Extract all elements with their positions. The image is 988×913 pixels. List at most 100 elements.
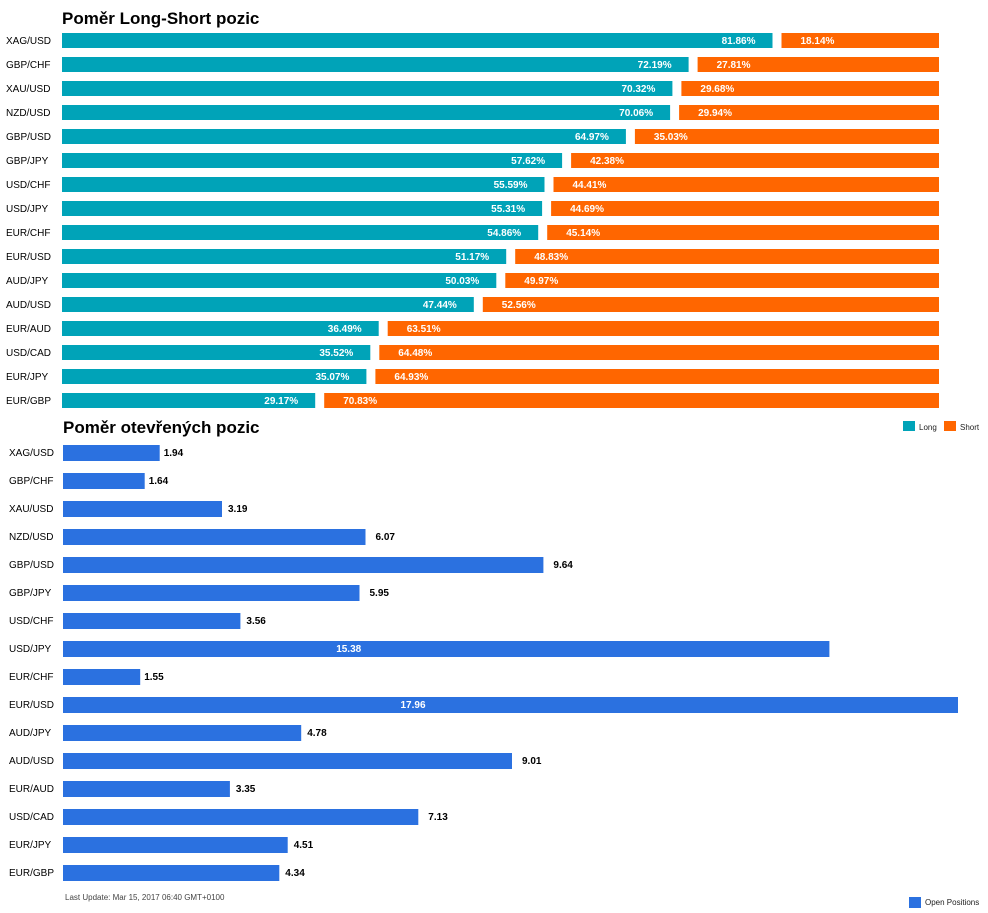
short-value-label: 42.38% xyxy=(590,156,624,167)
long-bar xyxy=(62,153,563,168)
long-bar xyxy=(62,177,545,192)
legend-long-label: Long xyxy=(919,423,937,432)
long-bar xyxy=(62,33,773,48)
category-label: EUR/GBP xyxy=(6,396,51,407)
short-value-label: 49.97% xyxy=(524,276,558,287)
open-positions-chart: XAG/USD 1.94 GBP/CHF 1.64 XAU/USD 3.19 NZD/USD… xyxy=(9,445,958,881)
last-update-text: Last Update: Mar 15, 2017 06:40 GMT+0100 xyxy=(65,893,225,902)
short-bar xyxy=(505,273,939,288)
long-bar xyxy=(62,201,543,216)
category-label: EUR/USD xyxy=(6,252,51,263)
short-bar xyxy=(571,153,939,168)
open-positions-value-label: 3.35 xyxy=(236,784,256,795)
short-value-label: 70.83% xyxy=(343,396,377,407)
open-positions-value-label: 17.96 xyxy=(401,700,426,711)
open-positions-bar xyxy=(63,753,512,769)
short-bar xyxy=(697,57,939,72)
short-bar xyxy=(547,225,939,240)
category-label: AUD/USD xyxy=(6,300,51,311)
short-value-label: 45.14% xyxy=(566,228,600,239)
long-short-chart: XAG/USD 81.86% 18.14% GBP/CHF 72.19% 27.81% XA… xyxy=(6,33,939,408)
open-positions-value-label: 4.78 xyxy=(307,728,327,739)
open-positions-value-label: 5.95 xyxy=(370,588,390,599)
short-value-label: 52.56% xyxy=(502,300,536,311)
open-positions-value-label: 3.56 xyxy=(246,616,266,627)
long-value-label: 29.17% xyxy=(264,396,298,407)
long-bar xyxy=(62,297,474,312)
long-value-label: 55.31% xyxy=(491,204,525,215)
short-bar xyxy=(781,33,939,48)
short-value-label: 27.81% xyxy=(717,60,751,71)
open-positions-bar xyxy=(63,529,366,545)
short-bar xyxy=(679,105,939,120)
short-value-label: 64.93% xyxy=(394,372,428,383)
open-positions-bar xyxy=(63,781,230,797)
open-positions-chart-title: Poměr otevřených pozic xyxy=(63,418,260,437)
category-label: AUD/USD xyxy=(9,756,54,767)
legend-short-swatch xyxy=(944,421,956,431)
open-positions-bar xyxy=(63,725,302,741)
long-value-label: 51.17% xyxy=(455,252,489,263)
short-value-label: 44.69% xyxy=(570,204,604,215)
category-label: GBP/USD xyxy=(9,560,54,571)
open-positions-value-label: 7.13 xyxy=(428,812,448,823)
category-label: EUR/AUD xyxy=(9,784,54,795)
open-positions-bar xyxy=(63,641,830,657)
category-label: XAG/USD xyxy=(6,36,51,47)
long-value-label: 55.59% xyxy=(494,180,528,191)
legend-long-swatch xyxy=(903,421,915,431)
long-bar xyxy=(62,249,507,264)
legend-open-positions-swatch xyxy=(909,897,921,908)
short-bar xyxy=(375,369,939,384)
short-bar xyxy=(553,177,939,192)
category-label: USD/CAD xyxy=(6,348,51,359)
long-bar xyxy=(62,105,671,120)
short-value-label: 35.03% xyxy=(654,132,688,143)
open-positions-value-label: 3.19 xyxy=(228,504,248,515)
legend-short-label: Short xyxy=(960,423,980,432)
category-label: EUR/JPY xyxy=(6,372,49,383)
open-positions-bar xyxy=(63,557,544,573)
category-label: USD/CHF xyxy=(6,180,50,191)
legend-long-short: Long Short xyxy=(903,421,980,432)
short-value-label: 18.14% xyxy=(801,36,835,47)
category-label: XAU/USD xyxy=(9,504,53,515)
long-bar xyxy=(62,321,379,336)
category-label: EUR/JPY xyxy=(9,840,52,851)
open-positions-value-label: 9.64 xyxy=(553,560,573,571)
short-bar xyxy=(551,201,939,216)
long-bar xyxy=(62,81,673,96)
open-positions-value-label: 1.64 xyxy=(149,476,169,487)
open-positions-value-label: 6.07 xyxy=(376,532,396,543)
short-value-label: 29.94% xyxy=(698,108,732,119)
short-value-label: 64.48% xyxy=(398,348,432,359)
short-bar xyxy=(482,297,939,312)
long-value-label: 64.97% xyxy=(575,132,609,143)
category-label: USD/CHF xyxy=(9,616,53,627)
category-label: EUR/AUD xyxy=(6,324,51,335)
category-label: EUR/CHF xyxy=(9,672,53,683)
short-value-label: 29.68% xyxy=(700,84,734,95)
category-label: USD/JPY xyxy=(9,644,52,655)
category-label: EUR/GBP xyxy=(9,868,54,879)
long-value-label: 70.32% xyxy=(621,84,655,95)
category-label: GBP/JPY xyxy=(6,156,49,167)
category-label: AUD/JPY xyxy=(9,728,52,739)
open-positions-bar xyxy=(63,809,419,825)
long-value-label: 57.62% xyxy=(511,156,545,167)
category-label: USD/CAD xyxy=(9,812,54,823)
open-positions-bar xyxy=(63,669,141,685)
short-value-label: 63.51% xyxy=(407,324,441,335)
open-positions-bar xyxy=(63,837,288,853)
open-positions-value-label: 4.51 xyxy=(294,840,314,851)
category-label: NZD/USD xyxy=(9,532,53,543)
long-value-label: 54.86% xyxy=(487,228,521,239)
category-label: USD/JPY xyxy=(6,204,49,215)
open-positions-value-label: 9.01 xyxy=(522,756,542,767)
long-value-label: 35.07% xyxy=(315,372,349,383)
short-bar xyxy=(515,249,939,264)
short-bar xyxy=(681,81,939,96)
long-bar xyxy=(62,273,497,288)
category-label: GBP/USD xyxy=(6,132,51,143)
